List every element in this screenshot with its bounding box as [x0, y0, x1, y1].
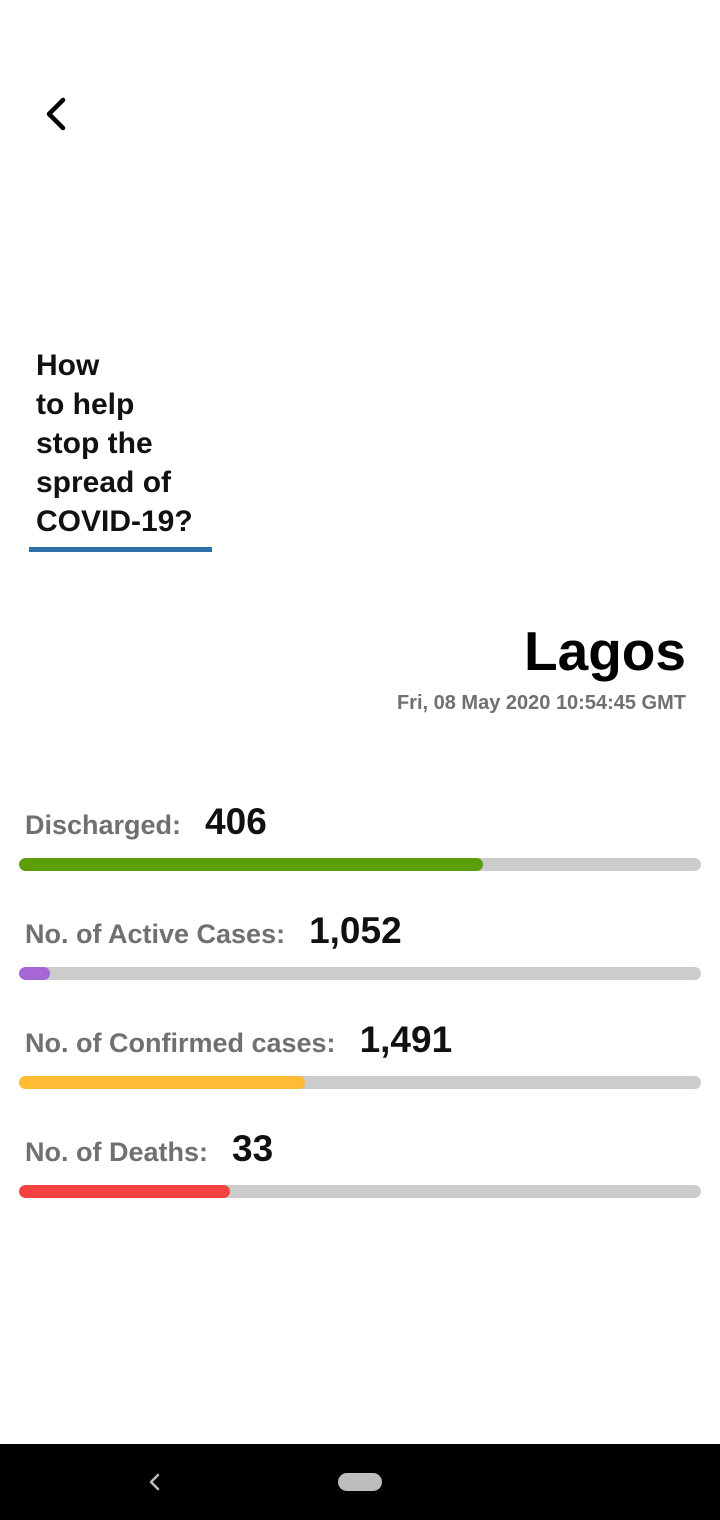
stat-value: 1,491 [359, 1019, 453, 1060]
progress-track [19, 858, 701, 871]
progress-fill [19, 1185, 231, 1198]
stat-discharged: Discharged: 406 [19, 800, 701, 871]
stat-label: No. of Active Cases: [25, 919, 286, 949]
stat-value: 406 [205, 801, 267, 842]
stat-deaths: No. of Deaths: 33 [19, 1127, 701, 1198]
stat-value: 1,052 [309, 910, 402, 951]
system-back-button[interactable] [140, 1468, 168, 1496]
progress-track [19, 967, 701, 980]
last-updated-timestamp: Fri, 08 May 2020 10:54:45 GMT [396, 692, 686, 714]
covid-help-link[interactable]: How to help stop the spread of COVID-19? [29, 346, 212, 552]
chevron-left-icon [46, 97, 66, 131]
progress-fill [19, 1076, 306, 1089]
progress-track [19, 1185, 701, 1198]
triangle-back-icon [149, 1473, 160, 1491]
progress-track [19, 1076, 701, 1089]
stat-confirmed-cases: No. of Confirmed cases: 1,491 [19, 1018, 701, 1089]
back-button[interactable] [30, 88, 82, 140]
home-pill-icon[interactable] [338, 1473, 382, 1491]
system-navigation-bar [0, 1444, 720, 1520]
progress-fill [19, 967, 50, 980]
stat-label: Discharged: [25, 810, 182, 840]
stat-active-cases: No. of Active Cases: 1,052 [19, 909, 701, 980]
stat-label: No. of Confirmed cases: [25, 1028, 336, 1058]
stat-value: 33 [232, 1128, 274, 1169]
progress-fill [19, 858, 483, 871]
stat-label: No. of Deaths: [25, 1137, 209, 1167]
location-title: Lagos [524, 620, 686, 682]
